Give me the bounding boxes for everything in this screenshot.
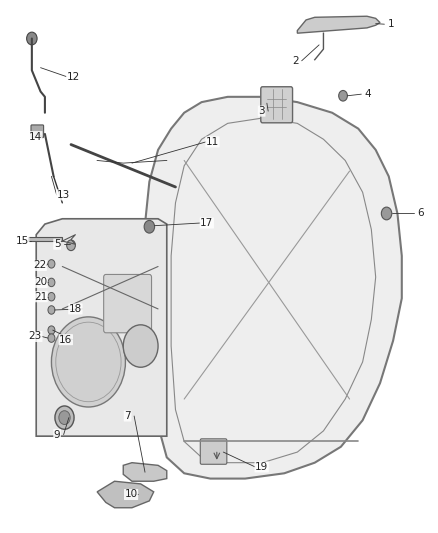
Polygon shape (36, 219, 167, 436)
Text: 10: 10 (124, 489, 138, 499)
Text: 4: 4 (364, 89, 371, 99)
Text: 5: 5 (54, 239, 60, 249)
Text: 17: 17 (200, 218, 213, 228)
Circle shape (48, 293, 55, 301)
Circle shape (123, 325, 158, 367)
Polygon shape (28, 237, 62, 241)
Text: 14: 14 (29, 132, 42, 142)
Circle shape (59, 411, 70, 424)
Text: 21: 21 (34, 292, 47, 302)
Text: 19: 19 (255, 462, 268, 472)
Text: 23: 23 (29, 332, 42, 342)
Circle shape (48, 260, 55, 268)
Polygon shape (97, 481, 154, 508)
Text: 9: 9 (54, 430, 60, 440)
Text: 12: 12 (67, 71, 80, 82)
Text: 3: 3 (258, 106, 265, 116)
Circle shape (48, 326, 55, 334)
Text: 15: 15 (16, 236, 29, 246)
Circle shape (51, 317, 125, 407)
FancyBboxPatch shape (261, 87, 293, 123)
Circle shape (55, 406, 74, 429)
Circle shape (144, 220, 155, 233)
Polygon shape (123, 463, 167, 481)
Text: 13: 13 (57, 190, 70, 200)
Text: 16: 16 (59, 335, 72, 345)
Circle shape (27, 32, 37, 45)
Polygon shape (297, 16, 380, 33)
Text: 18: 18 (69, 304, 82, 314)
Polygon shape (145, 97, 402, 479)
Circle shape (48, 334, 55, 342)
Circle shape (48, 278, 55, 287)
Text: 11: 11 (206, 137, 219, 147)
Circle shape (67, 240, 75, 251)
Text: 2: 2 (292, 56, 298, 66)
Text: 6: 6 (417, 208, 424, 219)
FancyBboxPatch shape (200, 439, 227, 464)
Text: 1: 1 (388, 19, 394, 29)
Text: 20: 20 (34, 277, 47, 287)
Circle shape (48, 306, 55, 314)
Circle shape (381, 207, 392, 220)
Text: 7: 7 (124, 411, 131, 421)
FancyBboxPatch shape (31, 125, 44, 138)
FancyBboxPatch shape (104, 274, 152, 333)
Circle shape (339, 91, 347, 101)
Text: 22: 22 (33, 261, 46, 270)
